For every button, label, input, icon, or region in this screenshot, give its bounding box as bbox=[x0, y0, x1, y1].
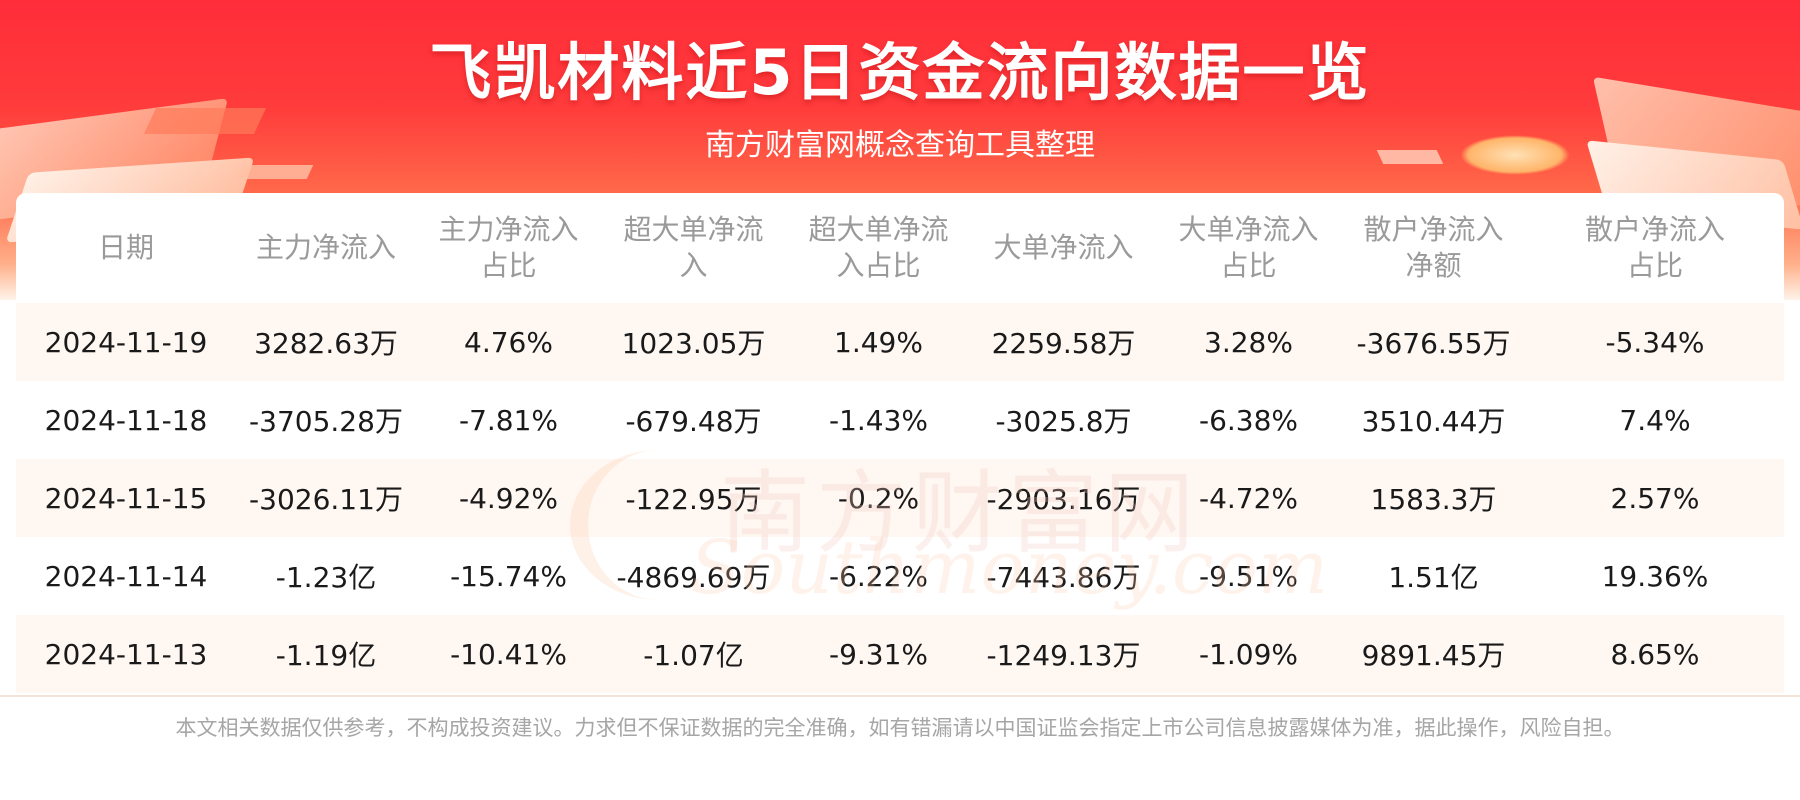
divider bbox=[0, 695, 1800, 697]
table-cell: 4.76% bbox=[416, 303, 601, 381]
table-cell: -1.23亿 bbox=[236, 537, 416, 615]
page-subtitle: 南方财富网概念查询工具整理 bbox=[705, 128, 1095, 163]
decorative-coin bbox=[1460, 135, 1570, 175]
column-header-large-inflow: 大单净流入 bbox=[993, 231, 1134, 264]
table-cell: -7443.86万 bbox=[971, 537, 1156, 615]
table-cell: 3282.63万 bbox=[236, 303, 416, 381]
table-cell: -1.43% bbox=[786, 381, 971, 459]
table-cell: 2259.58万 bbox=[971, 303, 1156, 381]
table-cell: -4869.69万 bbox=[601, 537, 786, 615]
table-cell: -10.41% bbox=[416, 615, 601, 693]
table-cell: -122.95万 bbox=[601, 459, 786, 537]
table-cell: -3025.8万 bbox=[971, 381, 1156, 459]
table-cell: -1.19亿 bbox=[236, 615, 416, 693]
table-cell: 2.57% bbox=[1526, 459, 1784, 537]
table-row: 2024-11-15 -3026.11万 -4.92% -122.95万 -0.… bbox=[16, 459, 1784, 537]
table-cell: 3.28% bbox=[1156, 303, 1341, 381]
table-cell: 3510.44万 bbox=[1341, 381, 1526, 459]
table-row: 2024-11-14 -1.23亿 -15.74% -4869.69万 -6.2… bbox=[16, 537, 1784, 615]
column-header-xl-inflow: 超大单净流入 bbox=[623, 213, 764, 282]
table-cell: -679.48万 bbox=[601, 381, 786, 459]
table-cell: -9.51% bbox=[1156, 537, 1341, 615]
table-cell: -2903.16万 bbox=[971, 459, 1156, 537]
table-cell: 1583.3万 bbox=[1341, 459, 1526, 537]
table-cell: -1.09% bbox=[1156, 615, 1341, 693]
column-header-retail-amount: 散户净流入 净额 bbox=[1363, 213, 1504, 282]
table-cell: -9.31% bbox=[786, 615, 971, 693]
table-row: 2024-11-19 3282.63万 4.76% 1023.05万 1.49%… bbox=[16, 303, 1784, 381]
table-cell: -1249.13万 bbox=[971, 615, 1156, 693]
table-cell: 1.51亿 bbox=[1341, 537, 1526, 615]
table-cell: -3705.28万 bbox=[236, 381, 416, 459]
column-header-main-ratio: 主力净流入 占比 bbox=[438, 213, 579, 282]
table-row: 2024-11-13 -1.19亿 -10.41% -1.07亿 -9.31% … bbox=[16, 615, 1784, 693]
table-cell: -6.38% bbox=[1156, 381, 1341, 459]
column-header-retail-ratio: 散户净流入 占比 bbox=[1584, 213, 1725, 282]
table-cell: -7.81% bbox=[416, 381, 601, 459]
table-cell: 2024-11-15 bbox=[16, 459, 236, 537]
disclaimer-text: 本文相关数据仅供参考，不构成投资建议。力求但不保证数据的完全准确，如有错漏请以中… bbox=[175, 716, 1625, 740]
table-cell: -6.22% bbox=[786, 537, 971, 615]
page-title: 飞凯材料近5日资金流向数据一览 bbox=[429, 36, 1371, 109]
table-cell: 2024-11-19 bbox=[16, 303, 236, 381]
column-header-date: 日期 bbox=[97, 231, 154, 264]
table-cell: 2024-11-13 bbox=[16, 615, 236, 693]
fund-flow-table: 日期 主力净流入 主力净流入 占比 超大单净流入 超大单净流 入占比 大单净流入 大… bbox=[16, 193, 1784, 693]
table-cell: 9891.45万 bbox=[1341, 615, 1526, 693]
column-header-xl-ratio: 超大单净流 入占比 bbox=[808, 213, 949, 282]
column-header-main-inflow: 主力净流入 bbox=[255, 231, 396, 264]
table-cell: -0.2% bbox=[786, 459, 971, 537]
table-cell: 2024-11-14 bbox=[16, 537, 236, 615]
table-cell: 8.65% bbox=[1526, 615, 1784, 693]
table-cell: 7.4% bbox=[1526, 381, 1784, 459]
table-cell: -4.92% bbox=[416, 459, 601, 537]
column-header-large-ratio: 大单净流入 占比 bbox=[1178, 213, 1319, 282]
table-cell: -1.07亿 bbox=[601, 615, 786, 693]
table-cell: -15.74% bbox=[416, 537, 601, 615]
table-cell: 19.36% bbox=[1526, 537, 1784, 615]
decorative-stripe bbox=[236, 165, 314, 179]
table-cell: -3026.11万 bbox=[236, 459, 416, 537]
table-cell: 1.49% bbox=[786, 303, 971, 381]
table-cell: 1023.05万 bbox=[601, 303, 786, 381]
table-cell: -5.34% bbox=[1526, 303, 1784, 381]
table-cell: -3676.55万 bbox=[1341, 303, 1526, 381]
table-cell: 2024-11-18 bbox=[16, 381, 236, 459]
table-cell: -4.72% bbox=[1156, 459, 1341, 537]
table-row: 2024-11-18 -3705.28万 -7.81% -679.48万 -1.… bbox=[16, 381, 1784, 459]
table-header-row: 日期 主力净流入 主力净流入 占比 超大单净流入 超大单净流 入占比 大单净流入 大… bbox=[16, 193, 1784, 303]
